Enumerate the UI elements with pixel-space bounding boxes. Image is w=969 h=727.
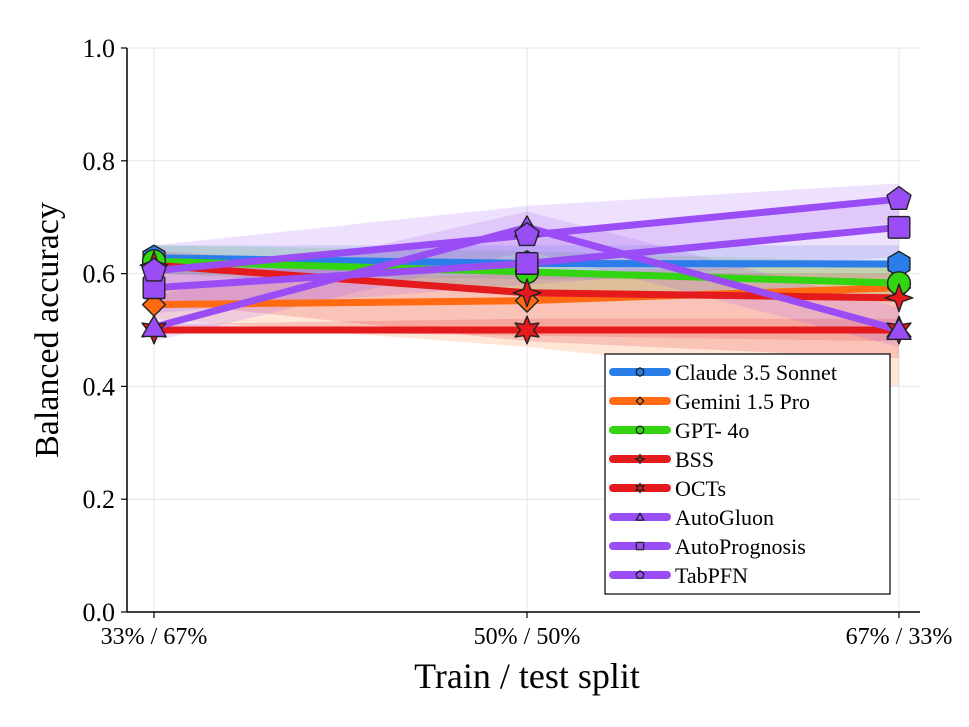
legend-marker-gpt-4o xyxy=(635,425,645,435)
legend-marker-autoprognosis xyxy=(635,541,645,551)
legend-marker-gemini-1-5-pro xyxy=(635,396,645,406)
legend-marker-tabpfn xyxy=(635,570,645,580)
legend-label: AutoPrognosis xyxy=(675,534,806,559)
x-tick-label: 67% / 33% xyxy=(846,624,953,650)
legend-marker-claude-3-5-sonnet xyxy=(635,367,645,377)
legend-label: AutoGluon xyxy=(675,505,774,530)
y-tick-label: 0.8 xyxy=(83,147,116,176)
legend-label: Claude 3.5 Sonnet xyxy=(675,360,837,385)
x-tick-label: 50% / 50% xyxy=(474,624,581,650)
point-autogluon xyxy=(886,317,912,340)
point-autogluon xyxy=(141,315,167,338)
legend-label: GPT- 4o xyxy=(675,418,749,443)
y-tick-label: 0.0 xyxy=(83,598,116,627)
point-tabpfn xyxy=(886,185,912,211)
x-axis-title: Train / test split xyxy=(414,656,640,696)
y-tick-label: 0.6 xyxy=(83,260,116,289)
point-tabpfn xyxy=(514,221,540,247)
y-tick-label: 0.4 xyxy=(83,372,116,401)
legend-box xyxy=(604,353,891,595)
y-tick-label: 1.0 xyxy=(83,34,116,63)
legend-label: Gemini 1.5 Pro xyxy=(675,389,810,414)
point-autoprognosis xyxy=(887,215,911,239)
legend-marker-octs xyxy=(635,482,645,494)
axes: 0.0 0.2 0.4 0.6 0.8 1.0 33% / 67% 50% / 50% 67% … xyxy=(83,34,953,650)
point-tabpfn xyxy=(141,257,167,282)
legend-label: BSS xyxy=(675,447,714,472)
legend-label: TabPFN xyxy=(675,563,748,588)
legend-marker-bss xyxy=(634,453,646,465)
x-tick-label: 33% / 67% xyxy=(101,624,208,650)
point-bss xyxy=(884,283,914,313)
series-markers xyxy=(139,185,914,345)
point-autoprognosis xyxy=(515,251,539,275)
point-octs xyxy=(514,315,540,345)
y-tick-label: 0.2 xyxy=(83,485,116,514)
y-axis-title: Balanced accuracy xyxy=(29,202,66,458)
legend: Claude 3.5 Sonnet Gemini 1.5 Pro GPT- 4o BS… xyxy=(604,353,891,595)
legend-label: OCTs xyxy=(675,476,726,501)
point-bss xyxy=(512,278,542,308)
legend-marker-autogluon xyxy=(635,512,645,521)
